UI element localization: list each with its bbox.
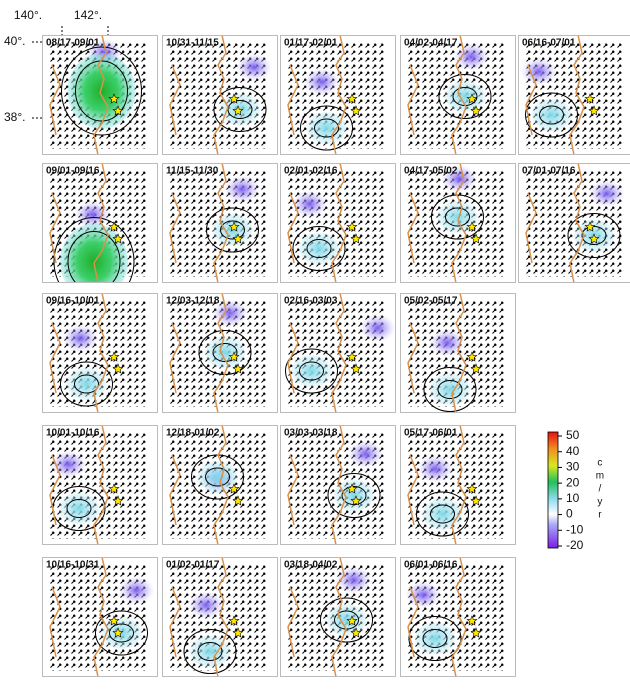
- map-panel: 02/16-03/03: [281, 293, 396, 413]
- panel-label: 10/01-10/16: [46, 428, 100, 439]
- colorbar-unit: cm/yr: [594, 458, 605, 523]
- negative-blob: [118, 576, 154, 604]
- map-panel: 03/18-04/02: [281, 557, 396, 677]
- panel-label: 01/17-02/01: [284, 38, 338, 49]
- panel-label: 06/01-06/16: [404, 560, 458, 571]
- panel-label: 03/03-03/18: [284, 428, 338, 439]
- negative-blob: [589, 180, 625, 208]
- map-panel: 04/17-05/02: [401, 163, 516, 283]
- panel-label: 05/17-06/01: [404, 428, 458, 439]
- colorbar-tick-label: -20: [566, 538, 584, 552]
- panel-label: 02/16-03/03: [284, 296, 338, 307]
- panel-label: 07/01-07/16: [522, 166, 576, 177]
- negative-blob: [188, 591, 224, 619]
- lat-label: 40°.: [4, 34, 25, 48]
- map-panel: 12/03-12/18: [163, 293, 278, 413]
- map-panel: 02/01-02/16: [281, 163, 396, 283]
- colorbar-tick-label: 40: [566, 444, 580, 458]
- negative-blob: [521, 58, 557, 86]
- panel-label: 02/01-02/16: [284, 166, 338, 177]
- positive-blob: [334, 480, 374, 512]
- negative-blob: [62, 324, 98, 352]
- panel-label: 03/18-04/02: [284, 560, 338, 571]
- negative-blob: [417, 455, 453, 483]
- negative-blob: [405, 581, 441, 609]
- positive-blob: [307, 112, 347, 144]
- panel-label: 10/16-10/31: [46, 560, 100, 571]
- positive-blob: [59, 493, 99, 525]
- positive-blob: [68, 53, 136, 129]
- map-panel: 12/18-01/02: [163, 425, 278, 545]
- colorbar-tick-label: 20: [566, 475, 580, 489]
- colorbar-tick-label: 0: [566, 507, 573, 521]
- map-panel: 11/15-11/30: [163, 163, 278, 283]
- positive-blob: [415, 623, 455, 655]
- positive-blob: [205, 337, 245, 369]
- panel-label: 08/17-09/01: [46, 38, 100, 49]
- colorbar-tick-label: 30: [566, 460, 580, 474]
- negative-blob: [224, 175, 260, 203]
- lon-label: 142°.: [74, 8, 102, 22]
- map-panel: 09/16-10/01: [43, 293, 158, 413]
- panel-label: 09/16-10/01: [46, 296, 100, 307]
- map-panel: 10/16-10/31: [43, 557, 158, 677]
- map-panel: 06/16-07/01: [519, 35, 630, 155]
- map-panel: 10/31-11/15: [163, 35, 278, 155]
- map-panel: 05/17-06/01: [401, 425, 516, 545]
- map-panel: 09/01-09/16: [43, 163, 158, 306]
- panel-label: 09/01-09/16: [46, 166, 100, 177]
- positive-blob: [292, 355, 332, 387]
- lon-label: 140°.: [14, 8, 42, 22]
- panel-label: 05/02-05/17: [404, 296, 458, 307]
- panel-label: 04/02-04/17: [404, 38, 458, 49]
- map-panel: 08/17-09/01: [43, 35, 158, 155]
- map-panel: 01/02-01/17: [163, 557, 278, 677]
- panel-label: 06/16-07/01: [522, 38, 576, 49]
- map-panel: 06/01-06/16: [401, 557, 516, 677]
- map-panel: 04/02-04/17: [401, 35, 516, 155]
- colorbar-tick-label: -10: [566, 522, 584, 536]
- positive-blob: [299, 233, 339, 265]
- panel-label: 12/18-01/02: [166, 428, 220, 439]
- lat-label: 38°.: [4, 110, 25, 124]
- positive-blob: [430, 374, 470, 406]
- negative-blob: [236, 53, 272, 81]
- panel-label: 12/03-12/18: [166, 296, 220, 307]
- negative-blob: [304, 68, 340, 96]
- map-panel: 01/17-02/01: [281, 35, 396, 155]
- negative-blob: [360, 314, 396, 342]
- positive-blob: [102, 617, 142, 649]
- positive-blob: [423, 498, 463, 530]
- arrow-field: [288, 171, 384, 277]
- panel-label: 04/17-05/02: [404, 166, 458, 177]
- panel-label: 10/31-11/15: [166, 38, 219, 49]
- colorbar: [548, 432, 558, 548]
- colorbar-tick-label: 50: [566, 428, 580, 442]
- colorbar-tick-label: 10: [566, 491, 580, 505]
- positive-blob: [532, 99, 572, 131]
- map-panel: 05/02-05/17: [401, 293, 516, 413]
- map-panel: 07/01-07/16: [519, 163, 630, 283]
- negative-blob: [453, 43, 489, 71]
- map-panel: 03/03-03/18: [281, 425, 396, 545]
- negative-blob: [348, 440, 384, 468]
- map-panel: 10/01-10/16: [43, 425, 158, 545]
- panel-label: 01/02-01/17: [166, 560, 220, 571]
- panel-label: 11/15-11/30: [166, 166, 219, 177]
